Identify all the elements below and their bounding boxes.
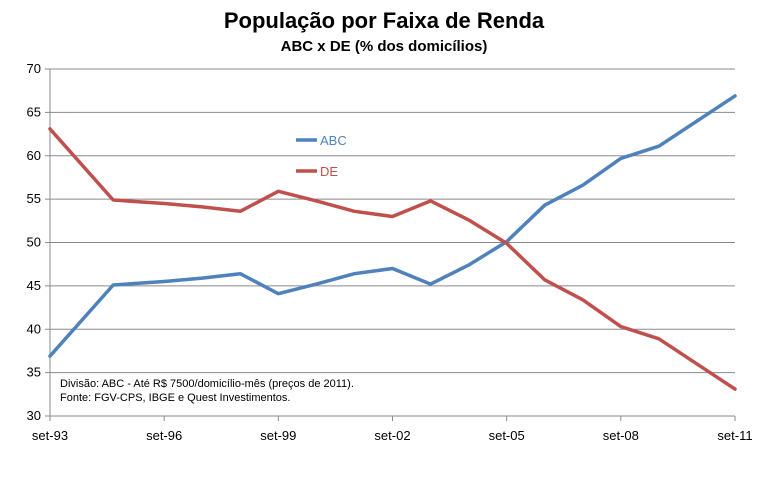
- legend: ABC DE: [296, 133, 347, 179]
- chart-title: População por Faixa de Renda: [223, 8, 545, 33]
- y-axis-ticks: 30 35 40 45 50 55 60 65 70: [27, 61, 50, 423]
- y-tick-label: 70: [27, 61, 41, 76]
- annotation-text: Divisão: ABC - Até R$ 7500/domicílio-mês…: [60, 378, 354, 390]
- x-tick-label: set-96: [146, 428, 182, 443]
- series-line-abc: [48, 94, 737, 358]
- y-tick-label: 50: [27, 235, 41, 250]
- y-tick-label: 45: [27, 278, 41, 293]
- series-lines: [48, 94, 737, 391]
- y-tick-label: 55: [27, 191, 41, 206]
- legend-label-abc: ABC: [320, 133, 347, 148]
- y-tick-label: 35: [27, 365, 41, 380]
- x-tick-label: set-08: [603, 428, 639, 443]
- y-tick-label: 60: [27, 148, 41, 163]
- series-line-de: [48, 127, 737, 391]
- annotations: Divisão: ABC - Até R$ 7500/domicílio-mês…: [60, 378, 354, 404]
- x-axis-ticks: set-93 set-96 set-99 set-02 set-05 set-08 set-…: [32, 416, 753, 443]
- y-tick-label: 40: [27, 321, 41, 336]
- y-tick-label: 30: [27, 408, 41, 423]
- x-tick-label: set-93: [32, 428, 68, 443]
- y-tick-label: 65: [27, 104, 41, 119]
- legend-label-de: DE: [320, 164, 338, 179]
- x-tick-label: set-11: [717, 428, 752, 443]
- x-tick-label: set-99: [260, 428, 296, 443]
- x-tick-label: set-02: [374, 428, 410, 443]
- chart-subtitle: ABC x DE (% dos domicílios): [280, 38, 488, 55]
- gridlines: [50, 68, 735, 374]
- annotation-text: Fonte: FGV-CPS, IBGE e Quest Investiment…: [60, 392, 290, 404]
- x-tick-label: set-05: [489, 428, 525, 443]
